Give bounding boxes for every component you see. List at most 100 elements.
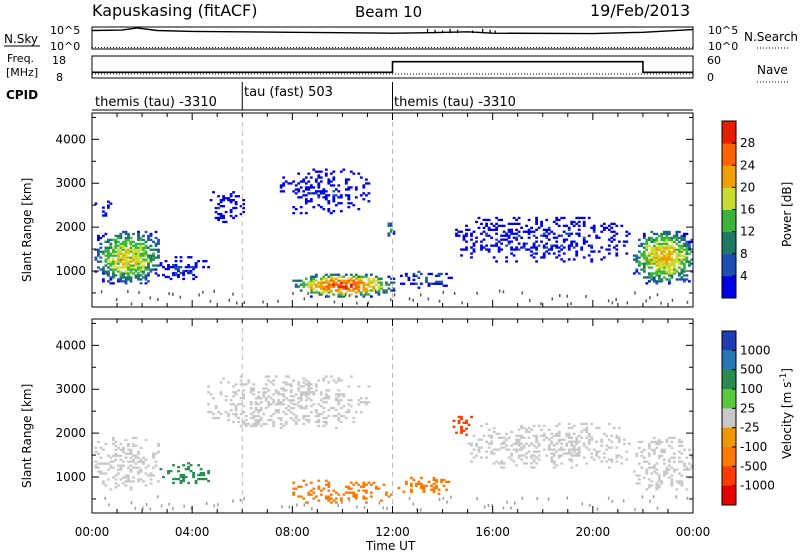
heatmap-cell: [252, 422, 256, 426]
heatmap-cell: [560, 446, 564, 449]
heatmap-cell: [352, 204, 356, 207]
heatmap-cell: [385, 289, 388, 292]
y-tick-label: 1000: [55, 264, 86, 278]
heatmap-cell: [247, 379, 251, 382]
heatmap-cell: [678, 252, 681, 255]
heatmap-cell: [577, 454, 581, 457]
heatmap-cell: [144, 230, 148, 234]
heatmap-cell: [177, 275, 180, 279]
heatmap-cell: [297, 196, 301, 199]
heatmap-cell: [142, 250, 145, 253]
heatmap-cell: [405, 274, 408, 277]
heatmap-cell: [530, 442, 533, 445]
heatmap-cell: [117, 280, 120, 283]
heatmap-cell: [177, 267, 180, 271]
heatmap-cell: [605, 226, 609, 229]
heatmap-cell: [189, 470, 193, 473]
heatmap-cell: [207, 472, 210, 475]
heatmap-cell: [665, 232, 669, 236]
heatmap-cell: [132, 442, 135, 446]
heatmap-cell: [582, 222, 586, 225]
heatmap-cell: [410, 282, 413, 285]
heatmap-cell: [107, 274, 110, 277]
heatmap-cell: [122, 266, 125, 269]
ground-scatter-cell: [551, 297, 553, 301]
ground-scatter-cell: [344, 293, 347, 297]
heatmap-cell: [595, 450, 599, 453]
heatmap-cell: [660, 242, 664, 245]
heatmap-cell: [580, 436, 584, 439]
heatmap-cell: [312, 168, 316, 171]
heatmap-cell: [647, 442, 651, 446]
heatmap-cell: [540, 224, 543, 227]
heatmap-cell: [642, 258, 646, 261]
heatmap-cell: [595, 236, 599, 239]
colorbar-tick-label: 16: [740, 203, 755, 217]
heatmap-cell: [547, 238, 551, 241]
heatmap-cell: [332, 279, 336, 282]
heatmap-cell: [277, 416, 281, 420]
heatmap-cell: [625, 458, 629, 461]
heatmap-cell: [112, 274, 115, 277]
y-tick-label: 3000: [55, 382, 86, 396]
heatmap-cell: [344, 273, 348, 276]
heatmap-cell: [97, 254, 100, 257]
heatmap-cell: [497, 224, 501, 227]
heatmap-cell: [670, 244, 674, 247]
heatmap-cell: [670, 456, 674, 459]
heatmap-cell: [304, 198, 308, 201]
heatmap-cell: [94, 202, 98, 205]
heatmap-cell: [652, 464, 656, 467]
heatmap-cell: [144, 472, 148, 475]
heatmap-cell: [142, 242, 145, 245]
heatmap-cell: [299, 397, 303, 400]
heatmap-cell: [570, 444, 574, 447]
heatmap-cell: [685, 244, 689, 247]
noise-right-tick-top: 10^5: [708, 24, 738, 37]
heatmap-cell: [332, 170, 336, 173]
heatmap-cell: [134, 256, 138, 259]
heatmap-cell: [294, 283, 298, 286]
heatmap-cell: [314, 180, 318, 183]
heatmap-cell: [194, 266, 198, 269]
heatmap-cell: [127, 452, 130, 455]
heatmap-cell: [127, 480, 130, 483]
heatmap-cell: [565, 232, 569, 235]
heatmap-cell: [660, 448, 664, 451]
heatmap-cell: [642, 262, 646, 265]
heatmap-cell: [144, 484, 148, 487]
heatmap-cell: [587, 432, 591, 435]
heatmap-cell: [657, 276, 661, 279]
heatmap-cell: [129, 248, 133, 251]
heatmap-cell: [229, 210, 233, 214]
heatmap-cell: [274, 389, 278, 392]
heatmap-cell: [327, 414, 331, 418]
heatmap-cell: [675, 270, 679, 273]
heatmap-cell: [129, 260, 133, 263]
heatmap-cell: [377, 487, 381, 490]
heatmap-cell: [222, 216, 225, 220]
heatmap-cell: [390, 222, 393, 225]
heatmap-cell: [517, 230, 521, 233]
heatmap-cell: [535, 218, 538, 222]
heatmap-cell: [147, 234, 150, 238]
heatmap-cell: [537, 244, 541, 247]
heatmap-cell: [545, 228, 549, 231]
heatmap-cell: [505, 432, 508, 435]
ground-scatter-cell: [559, 294, 561, 298]
heatmap-cell: [312, 206, 316, 209]
heatmap-cell: [655, 482, 659, 485]
heatmap-cell: [322, 424, 326, 428]
heatmap-cell: [112, 250, 115, 253]
heatmap-cell: [465, 419, 468, 422]
heatmap-cell: [452, 419, 456, 422]
colorbar-tick-label: -25: [740, 421, 760, 435]
heatmap-cell: [157, 238, 160, 241]
heatmap-cell: [329, 375, 333, 378]
heatmap-cell: [194, 275, 198, 279]
heatmap-cell: [312, 287, 316, 290]
heatmap-cell: [652, 276, 656, 279]
heatmap-cell: [249, 389, 253, 392]
heatmap-cell: [550, 460, 554, 463]
heatmap-cell: [665, 468, 669, 471]
